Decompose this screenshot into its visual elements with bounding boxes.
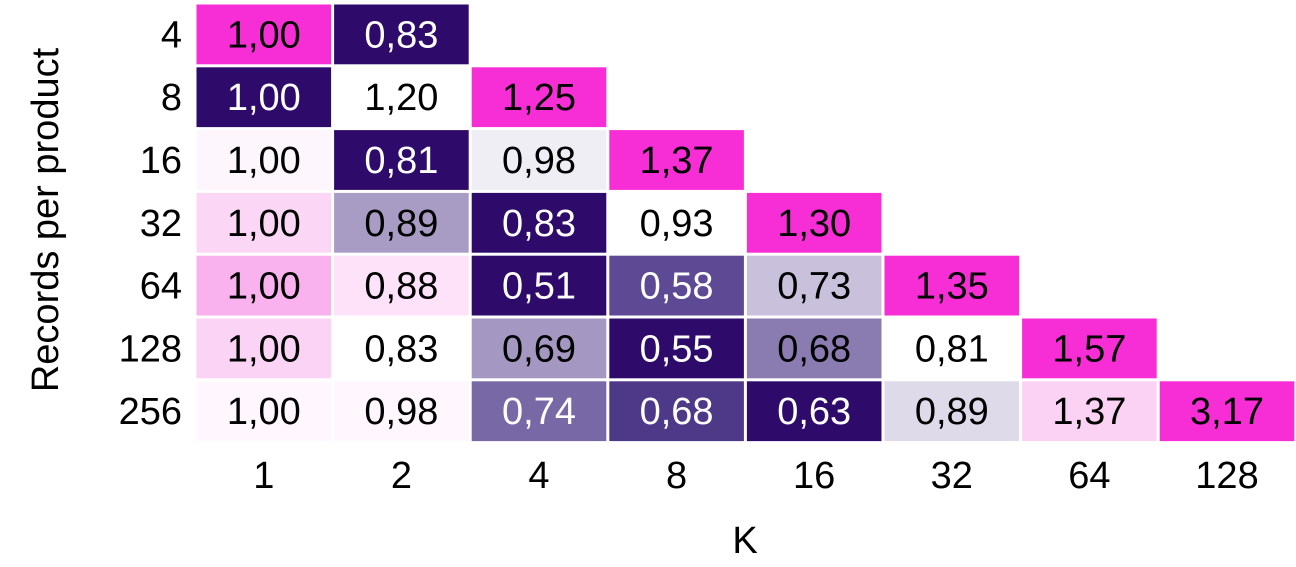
x-axis-ticks: 1 2 4 8 16 32 64 128	[253, 455, 1258, 497]
cell-value-label: 0,88	[364, 266, 438, 308]
heatmap-cell	[1022, 318, 1157, 379]
cell-value-label: 1,20	[364, 77, 438, 119]
heatmap-cell	[196, 67, 332, 128]
heatmap-cell	[884, 381, 1020, 442]
heatmap-cell	[196, 318, 332, 379]
heatmap-cell	[471, 67, 607, 128]
cell-value-label: 1,30	[777, 203, 851, 245]
heatmap-cell	[746, 381, 882, 442]
y-tick-label: 16	[140, 140, 182, 182]
cell-value-label: 1,00	[227, 391, 301, 433]
cell-value-label: 0,81	[364, 140, 438, 182]
heatmap-cell	[471, 318, 607, 379]
cell-value-label: 1,37	[1052, 391, 1126, 433]
cell-value-label: 0,89	[364, 203, 438, 245]
x-axis-label: K	[732, 520, 757, 562]
heatmap-cell	[196, 4, 332, 65]
x-tick-label: 4	[528, 455, 549, 497]
cell-value-label: 0,93	[640, 203, 714, 245]
heatmap-cell	[334, 318, 469, 379]
heatmap-cell	[609, 318, 744, 379]
heatmap-cell	[334, 381, 469, 442]
cell-value-label: 0,55	[640, 328, 714, 370]
cell-value-label: 0,51	[502, 266, 576, 308]
cell-value-label: 1,00	[227, 328, 301, 370]
x-tick-label: 2	[391, 455, 412, 497]
cell-value-label: 1,00	[227, 266, 301, 308]
y-tick-label: 8	[161, 77, 182, 119]
heatmap-cell	[334, 67, 469, 128]
y-tick-label: 64	[140, 266, 182, 308]
x-tick-label: 32	[931, 455, 973, 497]
cell-value-label: 1,57	[1052, 328, 1126, 370]
cell-value-label: 1,35	[915, 266, 989, 308]
heatmap-cell	[746, 318, 882, 379]
cell-value-label: 0,81	[915, 328, 989, 370]
heatmap-cell	[1159, 381, 1295, 442]
heatmap-cell	[471, 381, 607, 442]
heatmap-cell	[334, 4, 469, 65]
cell-value-label: 0,69	[502, 328, 576, 370]
heatmap-cell	[196, 192, 332, 253]
heatmap-cell	[609, 130, 744, 190]
cell-value-label: 3,17	[1190, 391, 1264, 433]
cell-value-label: 1,00	[227, 77, 301, 119]
y-axis-ticks: 4 8 16 32 64 128 256	[119, 14, 182, 433]
cell-value-label: 0,58	[640, 266, 714, 308]
x-tick-label: 64	[1068, 455, 1110, 497]
heatmap-cell	[334, 130, 469, 190]
heatmap-cells: 1,00 0,83 1,00 1,20 1,25 1,00 0,81 0,98 1,37 1,00…	[196, 4, 1295, 442]
y-axis-label: Records per product	[25, 47, 67, 392]
x-tick-label: 1	[253, 455, 274, 497]
heatmap-cell	[334, 192, 469, 253]
heatmap-cell	[609, 255, 744, 316]
cell-value-label: 0,63	[777, 391, 851, 433]
heatmap-cell	[884, 318, 1020, 379]
cell-value-label: 1,25	[502, 77, 576, 119]
cell-value-label: 1,00	[227, 203, 301, 245]
y-tick-label: 128	[119, 328, 182, 370]
heatmap-cell	[746, 255, 882, 316]
y-tick-label: 4	[161, 14, 182, 56]
heatmap-cell	[609, 381, 744, 442]
cell-value-label: 0,68	[777, 328, 851, 370]
cell-value-label: 1,00	[227, 14, 301, 56]
x-tick-label: 8	[666, 455, 687, 497]
cell-value-label: 0,98	[502, 140, 576, 182]
cell-value-label: 0,83	[364, 14, 438, 56]
heatmap-cell	[746, 192, 882, 253]
heatmap-cell	[471, 130, 607, 190]
heatmap-cell	[609, 192, 744, 253]
cell-value-label: 0,73	[777, 266, 851, 308]
heatmap-cell	[471, 192, 607, 253]
cell-value-label: 1,37	[640, 140, 714, 182]
cell-value-label: 0,98	[364, 391, 438, 433]
cell-value-label: 0,89	[915, 391, 989, 433]
heatmap-cell	[196, 255, 332, 316]
x-tick-label: 16	[793, 455, 835, 497]
heatmap-cell	[471, 255, 607, 316]
cell-value-label: 0,83	[502, 203, 576, 245]
heatmap-cell	[196, 130, 332, 190]
cell-value-label: 1,00	[227, 140, 301, 182]
cell-value-label: 0,74	[502, 391, 576, 433]
cell-value-label: 0,68	[640, 391, 714, 433]
heatmap-cell	[884, 255, 1020, 316]
heatmap-cell	[196, 381, 332, 442]
x-tick-label: 128	[1195, 455, 1258, 497]
heatmap-cell	[334, 255, 469, 316]
y-tick-label: 32	[140, 203, 182, 245]
y-tick-label: 256	[119, 391, 182, 433]
heatmap-cell	[1022, 381, 1157, 442]
cell-value-label: 0,83	[364, 328, 438, 370]
